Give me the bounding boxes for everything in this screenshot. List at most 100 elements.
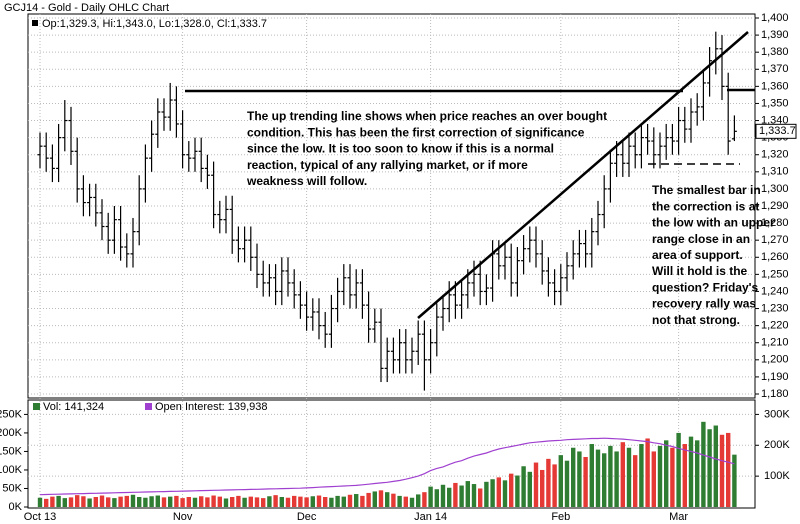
annotation-text: question? Friday's xyxy=(652,280,759,294)
y-tick-label: 200K xyxy=(0,427,23,439)
volume-bar xyxy=(106,497,111,507)
annotation-text: since the low. It is too soon to know if… xyxy=(247,142,554,156)
volume-bar xyxy=(341,496,346,507)
x-tick-label: Nov xyxy=(173,511,193,523)
y2-tick-label: 200K xyxy=(764,439,790,451)
legend-swatch xyxy=(145,403,152,410)
volume-bar xyxy=(124,495,129,507)
y2-tick-label: 300K xyxy=(764,408,790,420)
y-tick-label: 1,210 xyxy=(761,337,789,349)
volume-bar xyxy=(236,495,241,507)
y-tick-label: 1,390 xyxy=(761,29,789,41)
volume-bar xyxy=(130,494,136,507)
volume-bar xyxy=(564,460,570,507)
volume-bar xyxy=(205,497,210,507)
volume-bar xyxy=(620,442,625,507)
y-tick-label: 1,200 xyxy=(761,354,789,366)
y2-tick-label: 100K xyxy=(764,470,790,482)
last-price-box xyxy=(755,123,797,139)
volume-bar xyxy=(378,490,384,507)
volume-bar xyxy=(192,497,198,507)
volume-bar xyxy=(496,477,501,507)
volume-bar xyxy=(99,495,105,507)
volume-bar xyxy=(87,498,92,507)
volume-bar xyxy=(552,464,557,507)
volume-bar xyxy=(614,451,619,507)
volume-bar xyxy=(186,497,191,507)
volume-bar xyxy=(651,451,656,507)
volume-bar xyxy=(546,458,551,507)
volume-bar xyxy=(701,421,706,507)
trend-line xyxy=(417,31,749,319)
volume-bar xyxy=(316,495,322,507)
y-tick-label: 1,350 xyxy=(761,97,789,109)
volume-bar xyxy=(248,496,253,507)
volume-bar xyxy=(540,469,545,507)
volume-bar xyxy=(645,438,650,507)
volume-bar xyxy=(465,481,470,507)
volume-bar xyxy=(657,445,663,507)
volume-bar xyxy=(323,497,328,507)
volume-bar xyxy=(261,498,266,507)
volume-bar xyxy=(428,486,433,507)
y-tick-label: 1,270 xyxy=(761,234,789,246)
y-tick-label: 1,300 xyxy=(761,183,789,195)
volume-bar xyxy=(217,496,222,507)
annotation-text: reaction, typical of any rallying market… xyxy=(247,158,528,172)
volume-bar xyxy=(726,432,731,507)
annotation-text: The smallest bar in xyxy=(652,183,761,197)
volume-bar xyxy=(360,495,365,507)
volume-bar xyxy=(676,432,681,507)
volume-panel xyxy=(27,399,756,509)
volume-bar xyxy=(509,473,514,507)
volume-bar xyxy=(329,497,334,507)
volume-bar xyxy=(478,488,483,507)
y-tick-label: 1,190 xyxy=(761,371,789,383)
volume-bar xyxy=(577,451,582,507)
volume-bar xyxy=(626,447,632,507)
volume-bar xyxy=(484,481,489,507)
volume-bar xyxy=(242,497,247,507)
open-interest-line xyxy=(39,437,735,496)
volume-bar xyxy=(434,489,439,507)
annotation-text: the low with an upper xyxy=(652,216,775,230)
volume-bar xyxy=(44,498,49,507)
volume-bar xyxy=(521,466,526,507)
volume-bar xyxy=(670,447,675,507)
last-price-label: 1,333.7 xyxy=(759,125,796,137)
legend-swatch xyxy=(33,403,40,410)
volume-bar xyxy=(471,484,477,507)
y-tick-label: 1,320 xyxy=(761,149,789,161)
volume-bar xyxy=(230,497,235,507)
volume-bar xyxy=(149,496,154,507)
annotation-text: area of support. xyxy=(652,248,743,262)
volume-bar xyxy=(75,495,80,507)
volume-bar xyxy=(81,496,86,507)
volume-bar xyxy=(372,491,377,507)
y-tick-label: 1,260 xyxy=(761,251,789,263)
volume-bar xyxy=(732,454,737,507)
volume-bar xyxy=(391,493,396,507)
x-tick-label: Jan 14 xyxy=(414,511,447,523)
volume-bar xyxy=(502,480,508,507)
volume-bar xyxy=(688,436,694,507)
volume-bar xyxy=(211,495,216,507)
volume-bar xyxy=(37,497,43,507)
volume-bar xyxy=(279,497,284,507)
volume-bar xyxy=(447,487,452,507)
volume-bar xyxy=(533,462,539,507)
volume-bar xyxy=(143,497,148,507)
y-tick-label: 150K xyxy=(0,445,23,457)
volume-bar xyxy=(56,495,61,507)
volume-bar xyxy=(515,475,520,507)
y-tick-label: 1,250 xyxy=(761,268,789,280)
volume-bar xyxy=(397,495,402,507)
volume-bar xyxy=(254,497,260,507)
volume-bar xyxy=(713,425,718,507)
volume-bar xyxy=(608,445,613,507)
volume-bar xyxy=(62,498,67,507)
legend-text: Op:1,329.3, Hi:1,343.0, Lo:1,328.0, Cl:1… xyxy=(42,18,267,30)
y-tick-label: 50K xyxy=(2,482,22,494)
volume-bar xyxy=(93,497,98,507)
y-tick-label: 1,380 xyxy=(761,46,789,58)
